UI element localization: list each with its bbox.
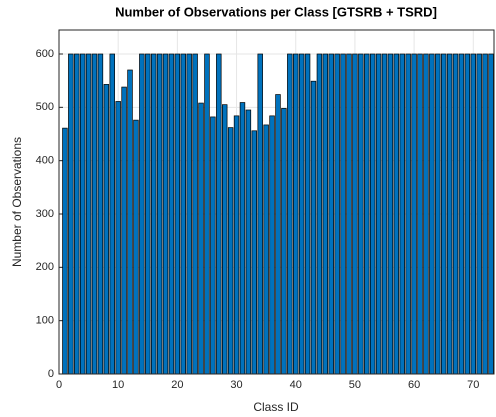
bar	[198, 102, 204, 375]
bar	[115, 101, 121, 375]
y-tick-label: 400	[36, 155, 54, 167]
bar	[304, 53, 311, 375]
bar	[233, 115, 240, 375]
bar	[393, 53, 400, 375]
bar	[417, 53, 423, 375]
bar	[91, 53, 98, 375]
bar	[399, 53, 405, 375]
x-axis-label: Class ID	[253, 400, 299, 414]
bar	[204, 53, 210, 375]
x-tick-label: 0	[56, 379, 62, 391]
bar	[210, 116, 216, 375]
x-tick-label: 30	[230, 379, 242, 391]
bar	[458, 53, 465, 375]
bar	[174, 53, 181, 375]
bar	[257, 53, 263, 375]
y-tick-label: 500	[36, 101, 54, 113]
bar	[121, 86, 127, 375]
x-tick-label: 20	[171, 379, 183, 391]
bar	[346, 53, 352, 375]
bar	[435, 53, 441, 375]
bar	[316, 53, 323, 375]
bar	[216, 53, 222, 375]
bar	[411, 53, 417, 375]
y-tick-label: 600	[36, 48, 54, 60]
bar	[269, 115, 275, 375]
bar	[239, 102, 246, 375]
bar	[364, 53, 370, 375]
y-tick-label: 100	[36, 315, 54, 327]
y-tick-label: 300	[36, 208, 54, 220]
bar	[298, 53, 305, 375]
x-tick-label: 40	[290, 379, 302, 391]
y-tick-label: 200	[36, 261, 54, 273]
bar	[162, 53, 169, 375]
bar	[440, 53, 447, 375]
chart-title: Number of Observations per Class [GTSRB …	[115, 4, 437, 19]
bar	[180, 53, 187, 375]
bar	[74, 53, 80, 375]
bar	[405, 53, 411, 375]
bar	[275, 94, 281, 375]
bar	[328, 53, 334, 375]
bar	[103, 84, 110, 375]
x-tick-label: 50	[349, 379, 361, 391]
x-tick-label: 10	[112, 379, 124, 391]
bar	[340, 53, 346, 375]
bar	[192, 53, 198, 375]
bar	[446, 53, 453, 375]
bar	[127, 69, 133, 375]
bar	[482, 53, 488, 375]
bar	[97, 53, 104, 375]
bar	[145, 53, 151, 375]
bar	[452, 53, 459, 375]
bar	[375, 53, 382, 375]
bar	[334, 53, 340, 375]
bar	[139, 53, 145, 375]
bar	[464, 53, 471, 375]
bar	[322, 53, 329, 375]
bar	[423, 53, 429, 375]
bar	[109, 53, 115, 375]
bar	[68, 53, 74, 375]
bar	[168, 53, 175, 375]
bar	[470, 53, 477, 375]
bar	[79, 53, 86, 375]
bar	[251, 130, 258, 375]
bar	[156, 53, 163, 375]
bar	[227, 127, 234, 375]
bar	[352, 53, 358, 375]
bar	[281, 108, 287, 375]
bar	[429, 53, 435, 375]
bar	[85, 53, 92, 375]
plot-frame	[58, 29, 495, 375]
bar	[387, 53, 394, 375]
bar	[488, 53, 494, 375]
bar	[369, 53, 376, 375]
bar	[133, 119, 139, 375]
bar	[381, 53, 388, 375]
bar	[221, 104, 228, 375]
bar	[186, 53, 192, 375]
bar	[287, 53, 293, 375]
bar	[476, 53, 482, 375]
bar	[150, 53, 157, 375]
x-tick-label: 60	[408, 379, 420, 391]
x-tick-label: 70	[467, 379, 479, 391]
bar	[62, 127, 68, 375]
bar	[263, 124, 269, 375]
bar	[245, 109, 252, 375]
bar	[310, 80, 317, 375]
y-tick-label: 0	[48, 368, 54, 380]
bar	[293, 53, 299, 375]
y-axis-label: Number of Observations	[10, 137, 24, 267]
bar	[358, 53, 364, 375]
